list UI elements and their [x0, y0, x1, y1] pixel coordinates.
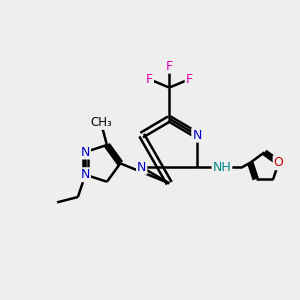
Text: CH₃: CH₃	[90, 116, 112, 129]
Text: N: N	[137, 161, 146, 174]
Text: NH: NH	[213, 161, 231, 174]
Text: F: F	[146, 73, 153, 86]
Text: N: N	[81, 168, 90, 181]
Text: F: F	[186, 73, 193, 86]
Text: N: N	[192, 129, 202, 142]
Text: N: N	[81, 146, 90, 158]
Text: O: O	[274, 156, 284, 169]
Text: F: F	[166, 60, 173, 73]
